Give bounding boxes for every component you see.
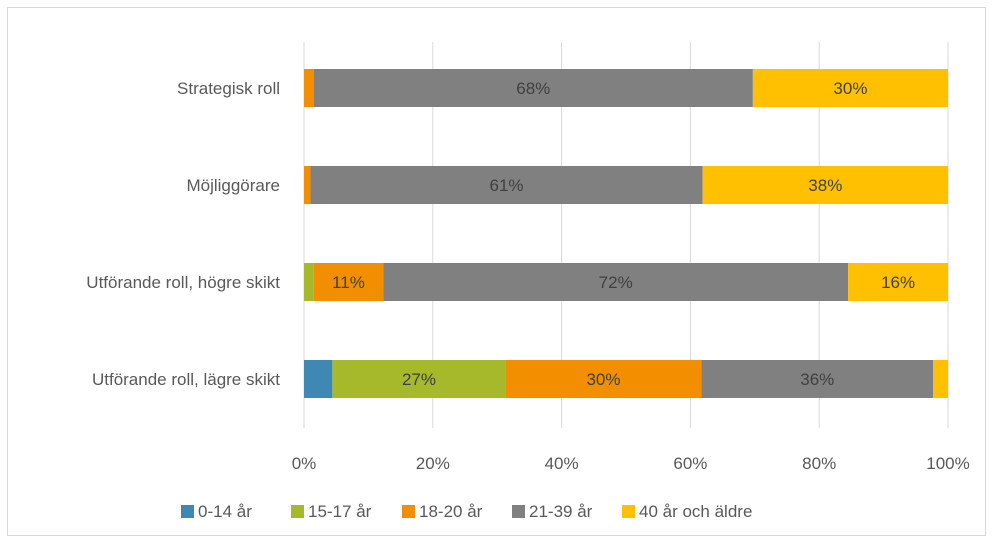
legend-label: 15-17 år xyxy=(308,502,372,521)
legend-label: 18-20 år xyxy=(419,502,483,521)
x-tick-label: 100% xyxy=(926,454,969,473)
bar-segment xyxy=(332,360,506,398)
data-label: 30% xyxy=(586,370,620,389)
bar-segments xyxy=(304,69,948,398)
data-label: 11% xyxy=(332,273,365,292)
legend-swatch xyxy=(512,505,525,518)
data-labels: 68% 30% 61% 38% 11% 72% 16% 27% 30% 36% xyxy=(332,79,915,389)
data-label: 38% xyxy=(808,176,842,195)
legend: 0-14 år 15-17 år 18-20 år 21-39 år 40 år och… xyxy=(181,502,752,521)
bar-segment xyxy=(304,69,314,107)
bar-segment xyxy=(383,263,849,301)
data-label: 30% xyxy=(833,79,867,98)
data-label: 68% xyxy=(516,79,550,98)
bar-segment xyxy=(505,360,702,398)
legend-swatch xyxy=(402,505,415,518)
bar-segment xyxy=(304,360,333,398)
bar-segment xyxy=(752,69,948,107)
legend-label: 21-39 år xyxy=(529,502,593,521)
category-labels: Strategisk roll Möjliggörare Utförande rol… xyxy=(86,79,280,389)
bar-segment xyxy=(304,263,314,301)
x-tick-label: 0% xyxy=(292,454,317,473)
bar-segment xyxy=(313,263,384,301)
bar-segment xyxy=(933,360,948,398)
category-label: Utförande roll, högre skikt xyxy=(86,273,280,292)
legend-swatch xyxy=(181,505,194,518)
legend-swatch xyxy=(291,505,304,518)
data-label: 27% xyxy=(402,370,436,389)
bar-segment xyxy=(702,166,948,204)
data-label: 72% xyxy=(599,273,633,292)
legend-label: 0-14 år xyxy=(198,502,252,521)
bar-segment xyxy=(701,360,934,398)
category-label: Möjliggörare xyxy=(186,176,280,195)
legend-label: 40 år och äldre xyxy=(639,502,752,521)
category-label: Utförande roll, lägre skikt xyxy=(92,370,280,389)
data-label: 16% xyxy=(881,273,915,292)
x-tick-label: 80% xyxy=(802,454,836,473)
bar-segment xyxy=(310,166,703,204)
x-tick-label: 60% xyxy=(673,454,707,473)
x-tick-label: 20% xyxy=(416,454,450,473)
legend-swatch xyxy=(622,505,635,518)
bar-segment xyxy=(313,69,753,107)
x-axis-ticks: 0% 20% 40% 60% 80% 100% xyxy=(292,454,970,473)
bar-segment xyxy=(848,263,948,301)
data-label: 61% xyxy=(490,176,524,195)
category-label: Strategisk roll xyxy=(177,79,280,98)
data-label: 36% xyxy=(800,370,834,389)
x-tick-label: 40% xyxy=(545,454,579,473)
bar-segment xyxy=(304,166,311,204)
